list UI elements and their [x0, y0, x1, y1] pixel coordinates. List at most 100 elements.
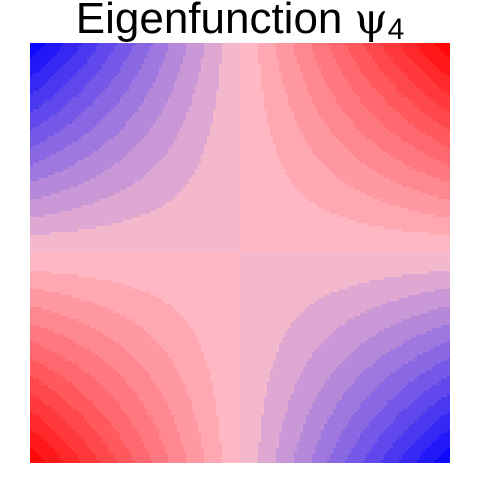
heatmap-cell [78, 73, 82, 77]
heatmap-cell [135, 250, 139, 254]
heatmap-cell [114, 49, 118, 53]
heatmap-cell [90, 361, 94, 365]
heatmap-cell [99, 211, 103, 215]
heatmap-cell [90, 202, 94, 206]
heatmap-cell [93, 427, 97, 431]
heatmap-cell [81, 88, 85, 92]
heatmap-cell [72, 346, 76, 350]
heatmap-cell [114, 346, 118, 350]
heatmap-cell [96, 418, 100, 422]
heatmap-cell [111, 100, 115, 104]
heatmap-cell [84, 238, 88, 242]
heatmap-cell [42, 241, 46, 245]
heatmap-cell [78, 451, 82, 455]
heatmap-cell [39, 154, 43, 158]
heatmap-cell [60, 217, 64, 221]
heatmap-cell [114, 337, 118, 341]
heatmap-cell [60, 157, 64, 161]
heatmap-cell [90, 115, 94, 119]
heatmap-cell [36, 283, 40, 287]
heatmap-cell [111, 223, 115, 227]
heatmap-cell [36, 421, 40, 425]
heatmap-cell [75, 301, 79, 305]
heatmap-cell [75, 127, 79, 131]
heatmap-cell [117, 325, 121, 329]
heatmap-cell [69, 130, 73, 134]
heatmap-cell [48, 154, 52, 158]
heatmap-cell [87, 109, 91, 113]
heatmap-cell [81, 415, 85, 419]
heatmap-cell [96, 175, 100, 179]
heatmap-cell [129, 415, 133, 419]
heatmap-cell [33, 283, 37, 287]
heatmap-cell [99, 349, 103, 353]
heatmap-cell [39, 286, 43, 290]
heatmap-cell [132, 139, 136, 143]
heatmap-cell [69, 133, 73, 137]
heatmap-cell [57, 58, 61, 62]
heatmap-cell [54, 58, 58, 62]
heatmap-cell [87, 136, 91, 140]
heatmap-cell [63, 262, 67, 266]
heatmap-cell [54, 340, 58, 344]
heatmap-cell [108, 448, 112, 452]
heatmap-cell [54, 331, 58, 335]
heatmap-cell [57, 427, 61, 431]
heatmap-cell [39, 94, 43, 98]
heatmap-cell [36, 217, 40, 221]
heatmap-cell [132, 355, 136, 359]
heatmap-cell [99, 265, 103, 269]
heatmap-cell [33, 268, 37, 272]
heatmap-cell [30, 127, 34, 131]
heatmap-cell [111, 448, 115, 452]
heatmap-cell [123, 277, 127, 281]
heatmap-cell [105, 52, 109, 56]
heatmap-cell [60, 142, 64, 146]
heatmap-cell [60, 421, 64, 425]
heatmap-cell [96, 394, 100, 398]
heatmap-cell [123, 361, 127, 365]
heatmap-cell [135, 169, 139, 173]
heatmap-cell [57, 430, 61, 434]
heatmap-cell [129, 460, 133, 463]
heatmap-cell [111, 244, 115, 248]
heatmap-cell [30, 214, 34, 218]
heatmap-cell [108, 289, 112, 293]
heatmap-cell [69, 277, 73, 281]
heatmap-cell [39, 67, 43, 71]
heatmap-cell [75, 244, 79, 248]
heatmap-cell [78, 199, 82, 203]
heatmap-cell [123, 343, 127, 347]
heatmap-cell [132, 382, 136, 386]
heatmap-cell [129, 310, 133, 314]
heatmap-cell [57, 436, 61, 440]
heatmap-cell [84, 409, 88, 413]
heatmap-cell [54, 451, 58, 455]
heatmap-cell [132, 403, 136, 407]
heatmap-cell [111, 178, 115, 182]
heatmap-cell [63, 343, 67, 347]
heatmap-cell [72, 388, 76, 392]
heatmap-cell [78, 217, 82, 221]
heatmap-cell [66, 91, 70, 95]
heatmap-cell [72, 208, 76, 212]
heatmap-cell [78, 400, 82, 404]
heatmap-cell [87, 412, 91, 416]
heatmap-cell [123, 136, 127, 140]
heatmap-cell [51, 187, 55, 191]
heatmap-cell [108, 394, 112, 398]
heatmap-cell [69, 160, 73, 164]
heatmap-cell [129, 319, 133, 323]
heatmap-cell [126, 166, 130, 170]
heatmap-cell [36, 202, 40, 206]
heatmap-cell [42, 115, 46, 119]
heatmap-cell [99, 457, 103, 461]
heatmap-cell [129, 442, 133, 446]
heatmap-cell [60, 52, 64, 56]
heatmap-cell [69, 379, 73, 383]
heatmap-cell [51, 337, 55, 341]
heatmap-cell [102, 214, 106, 218]
heatmap-cell [63, 157, 67, 161]
heatmap-cell [90, 103, 94, 107]
heatmap-cell [78, 286, 82, 290]
